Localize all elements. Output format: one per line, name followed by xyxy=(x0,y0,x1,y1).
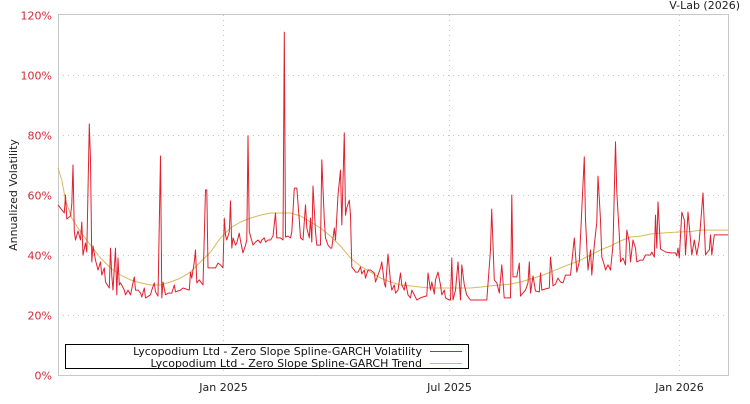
y-axis-label: Annualized Volatility xyxy=(7,139,20,251)
y-tick-label: 60% xyxy=(28,190,52,203)
legend: Lycopodium Ltd - Zero Slope Spline-GARCH… xyxy=(65,344,469,370)
credit-label: V-Lab (2026) xyxy=(669,0,740,12)
legend-label-trend: Lycopodium Ltd - Zero Slope Spline-GARCH… xyxy=(151,357,422,370)
x-axis-ticks: Jan 2025 Jul 2025 Jan 2026 xyxy=(198,381,703,394)
y-tick-label: 20% xyxy=(28,310,52,323)
legend-box xyxy=(65,344,469,369)
volatility-line xyxy=(57,31,728,301)
plot-area-border xyxy=(58,14,729,376)
y-tick-label: 0% xyxy=(35,370,52,383)
series-lines xyxy=(57,31,728,301)
y-axis-ticks: 0% 20% 40% 60% 80% 100% 120% xyxy=(21,10,52,383)
y-tick-label: 120% xyxy=(21,10,52,23)
y-tick-label: 40% xyxy=(28,250,52,263)
grid xyxy=(58,15,728,375)
legend-label-volatility: Lycopodium Ltd - Zero Slope Spline-GARCH… xyxy=(133,345,422,358)
x-tick-label: Jul 2025 xyxy=(426,381,472,394)
x-tick-label: Jan 2025 xyxy=(198,381,247,394)
y-tick-label: 100% xyxy=(21,70,52,83)
y-tick-label: 80% xyxy=(28,130,52,143)
x-tick-label: Jan 2026 xyxy=(654,381,703,394)
trend-line xyxy=(57,167,728,289)
